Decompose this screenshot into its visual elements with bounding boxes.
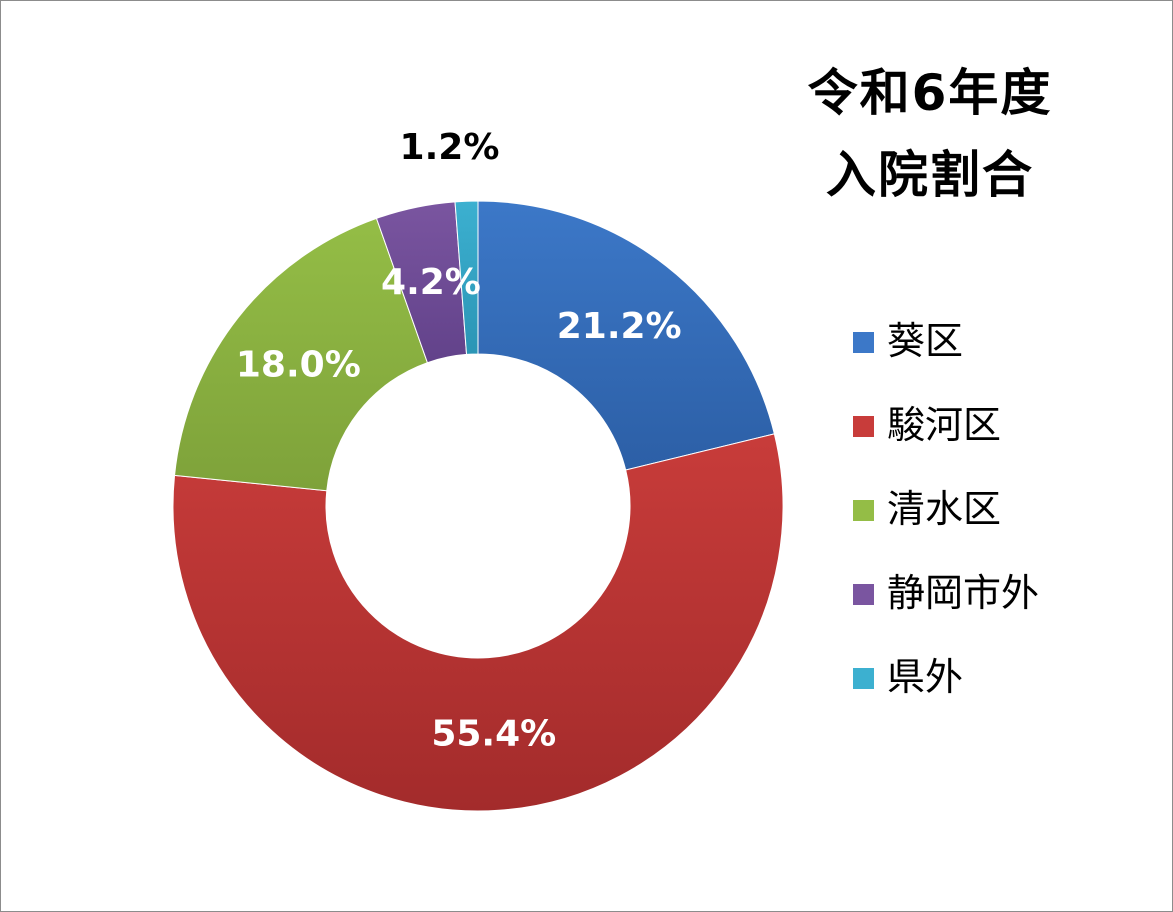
legend-item-shimizu: 清水区 xyxy=(853,486,1113,536)
legend-swatch xyxy=(853,584,874,605)
legend-swatch xyxy=(853,416,874,437)
slice-label-3: 4.2% xyxy=(381,262,481,303)
legend-label: 清水区 xyxy=(887,487,1002,531)
slice-label-4: 1.2% xyxy=(400,127,500,168)
legend-item-outside-city: 静岡市外 xyxy=(853,570,1113,620)
legend-label: 駿河区 xyxy=(887,403,1002,447)
legend-item-aoi: 葵区 xyxy=(853,318,1113,368)
donut-slice-4 xyxy=(454,200,479,355)
donut-slices xyxy=(172,200,784,812)
legend-label: 静岡市外 xyxy=(887,571,1040,615)
donut-slice-0 xyxy=(477,200,775,471)
slice-label-1: 55.4% xyxy=(431,713,556,754)
slice-label-2: 18.0% xyxy=(236,344,361,385)
chart-title-line-1: 令和6年度 xyxy=(807,64,1053,122)
legend-label: 葵区 xyxy=(887,319,964,363)
donut-slice-2 xyxy=(173,217,429,492)
slice-label-0: 21.2% xyxy=(557,306,682,347)
legend-swatch xyxy=(853,668,874,689)
legend-swatch xyxy=(853,332,874,353)
legend-label: 県外 xyxy=(887,655,964,699)
legend-item-suruga: 駿河区 xyxy=(853,402,1113,452)
donut-slice-1 xyxy=(172,433,784,812)
slice-labels: 21.2% 55.4% 18.0% 4.2% 1.2% xyxy=(236,127,682,754)
chart-title-line-2: 入院割合 xyxy=(826,146,1034,204)
legend-item-outside-prefecture: 県外 xyxy=(853,654,1113,704)
legend-swatch xyxy=(853,500,874,521)
